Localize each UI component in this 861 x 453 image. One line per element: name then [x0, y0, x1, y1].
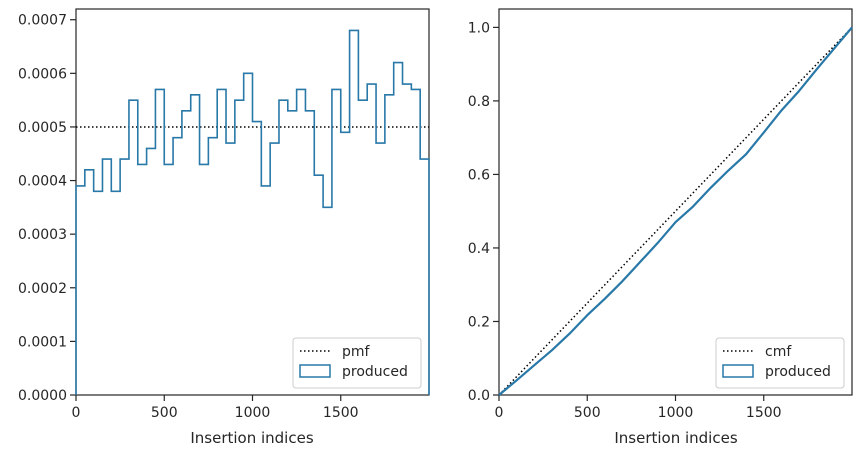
- x-tick-label-left: 1000: [235, 405, 271, 421]
- plot-area-left: [75, 8, 430, 396]
- y-tick-label-right: 0.0: [468, 388, 490, 404]
- plot-area-right: [498, 8, 853, 396]
- y-tick-label-left: 0.0003: [18, 227, 67, 243]
- x-axis-left: 0 500 1000 1500: [72, 395, 359, 421]
- produced-cumulative-line: [498, 26, 853, 396]
- series-group-right: [498, 26, 853, 396]
- y-tick-label-right: 0.8: [468, 94, 490, 110]
- y-tick-label-left: 0.0002: [18, 281, 67, 297]
- legend-left: pmf produced: [292, 337, 422, 389]
- pmf-histogram-panel: 0 500 1000 1500 0.00000.00010.00020.00030.0…: [18, 8, 430, 447]
- cmf-panel: 0 500 1000 1500 0.0 0.2 0.4 0.6 0.8 1.0 Insertio…: [468, 8, 853, 447]
- series-group-left: [75, 29, 430, 395]
- y-tick-label-right: 0.6: [468, 167, 490, 183]
- y-tick-label-right: 1.0: [468, 20, 490, 36]
- legend-cmf-label: cmf: [765, 344, 792, 360]
- legend-produced-label-left: produced: [342, 364, 408, 380]
- cmf-reference-line: [498, 26, 853, 396]
- y-tick-label-left: 0.0004: [18, 174, 67, 190]
- y-tick-label-left: 0.0000: [18, 388, 67, 404]
- y-tick-label-left: 0.0006: [18, 66, 67, 82]
- produced-histogram-step: [75, 29, 430, 395]
- y-tick-label-right: 0.4: [468, 241, 490, 257]
- x-tick-label-right: 0: [495, 405, 504, 421]
- x-tick-label-right: 1000: [658, 405, 694, 421]
- x-tick-label-left: 1500: [323, 405, 359, 421]
- legend-produced-swatch-left: [299, 364, 331, 378]
- x-axis-label-left: Insertion indices: [190, 429, 313, 447]
- y-tick-label-left: 0.0001: [18, 334, 67, 350]
- legend-right: cmf produced: [715, 337, 845, 389]
- x-tick-label-left: 0: [72, 405, 81, 421]
- x-tick-label-right: 500: [574, 405, 601, 421]
- legend-pmf-label: pmf: [342, 344, 371, 360]
- x-axis-label-right: Insertion indices: [614, 429, 737, 447]
- x-tick-label-left: 500: [151, 405, 178, 421]
- y-axis-right: 0.0 0.2 0.4 0.6 0.8 1.0: [468, 20, 499, 404]
- legend-produced-swatch-right: [722, 364, 754, 378]
- y-tick-label-right: 0.2: [468, 314, 490, 330]
- x-axis-right: 0 500 1000 1500: [495, 395, 782, 421]
- y-axis-left: 0.0000 0.0001 0.0002 0.0003 0.0004 0.0005 0.00…: [18, 13, 76, 404]
- x-tick-label-right: 1500: [746, 405, 782, 421]
- legend-produced-label-right: produced: [765, 364, 831, 380]
- y-tick-label-left: 0.0007: [18, 13, 67, 29]
- y-tick-label-left: 0.0005: [18, 120, 67, 136]
